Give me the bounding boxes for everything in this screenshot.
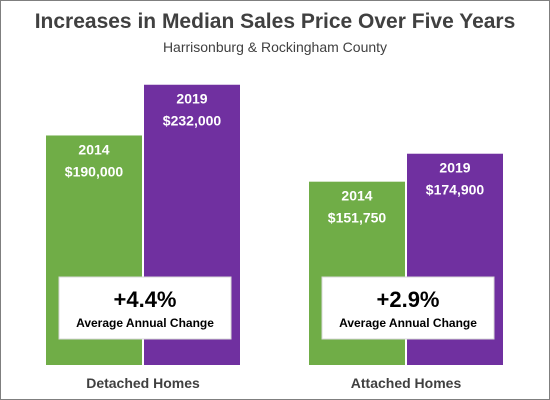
chart-title: Increases in Median Sales Price Over Fiv… [34,10,516,33]
bar-value-label: $232,000 [163,113,222,129]
bar-series-label: 2014 [341,188,372,204]
category-label: Attached Homes [351,375,462,391]
bar-series-label: 2019 [439,160,470,176]
bar-series-label: 2014 [78,141,109,157]
annotation-label: Average Annual Change [339,316,477,330]
bar-value-label: $174,900 [426,182,485,198]
annotation-value: +4.4% [114,287,177,312]
annotation-box [58,276,232,340]
annotation-value: +2.9% [377,287,440,312]
category-label: Detached Homes [86,375,200,391]
annotation-box [321,276,495,340]
annotation-label: Average Annual Change [76,316,214,330]
bar-series-label: 2019 [176,91,207,107]
bar-value-label: $190,000 [65,163,124,179]
chart-subtitle: Harrisonburg & Rockingham County [162,39,388,55]
bar-value-label: $151,750 [328,210,387,226]
